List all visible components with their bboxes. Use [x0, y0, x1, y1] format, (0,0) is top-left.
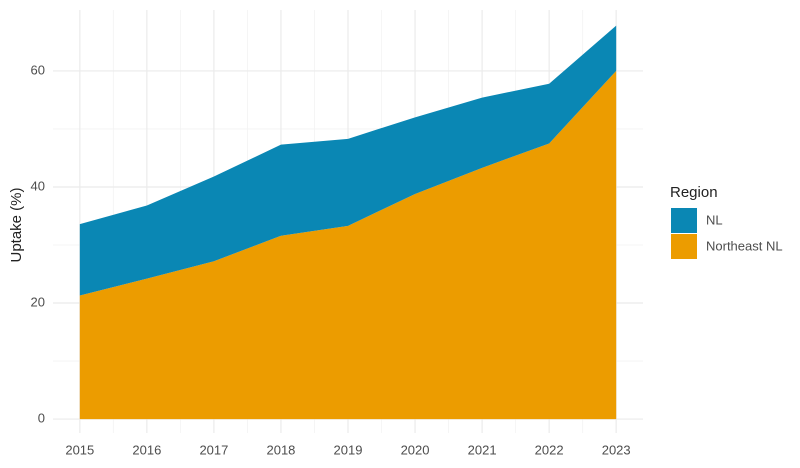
legend-label: Northeast NL: [706, 238, 783, 253]
legend-swatch: [671, 234, 697, 259]
x-tick-label: 2016: [132, 442, 161, 457]
x-tick-label: 2015: [65, 442, 94, 457]
x-tick-label: 2019: [334, 442, 363, 457]
x-tick-label: 2020: [401, 442, 430, 457]
y-axis-label: Uptake (%): [8, 187, 25, 262]
legend-title: Region: [670, 184, 718, 201]
x-tick-label: 2018: [266, 442, 295, 457]
y-tick-label: 60: [31, 62, 45, 77]
area: [79, 70, 617, 420]
legend-label: NL: [706, 212, 723, 227]
area: [79, 25, 617, 296]
y-tick-label: 40: [31, 178, 45, 193]
y-tick-label: 0: [38, 411, 45, 426]
x-tick-label: 2023: [602, 442, 631, 457]
x-tick-label: 2017: [199, 442, 228, 457]
y-tick-label: 20: [31, 294, 45, 309]
x-tick-label: 2021: [468, 442, 497, 457]
legend-swatch: [671, 208, 697, 233]
x-tick-label: 2022: [535, 442, 564, 457]
